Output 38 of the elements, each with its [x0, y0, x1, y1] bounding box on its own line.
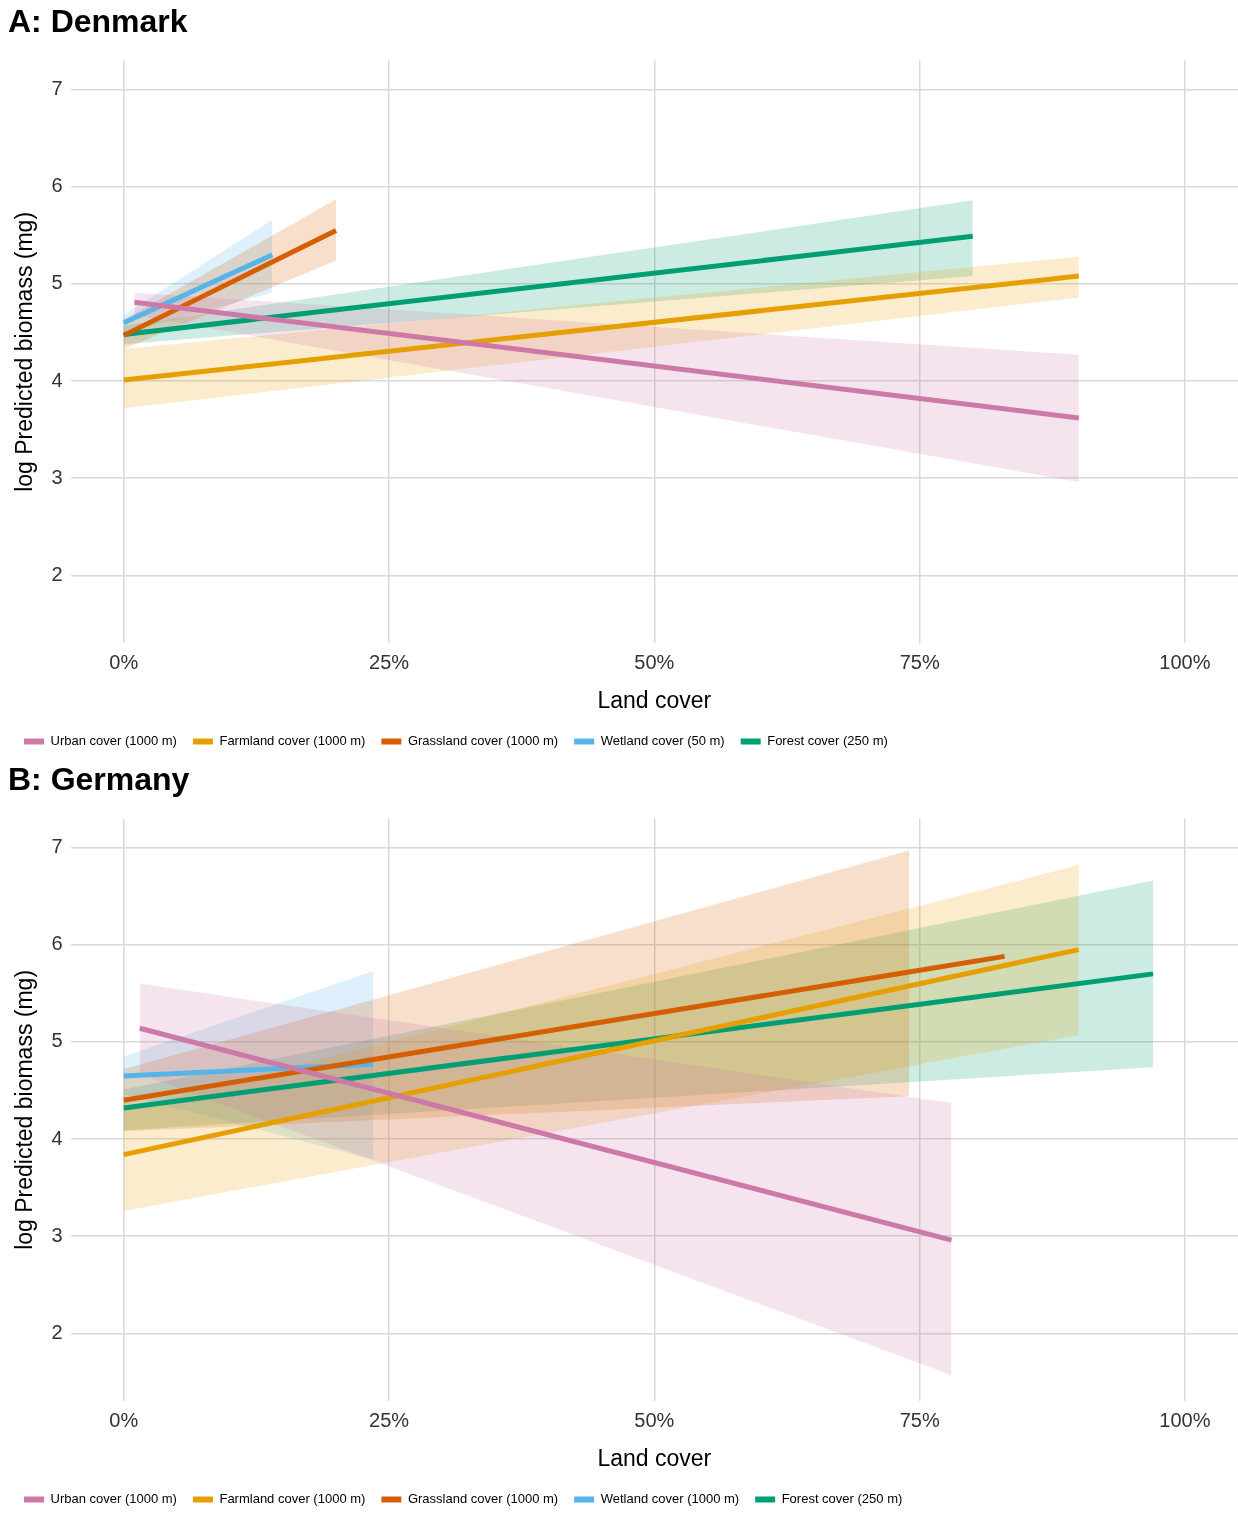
chart-title: A: Denmark — [8, 3, 188, 40]
x-tick-label: 50% — [634, 1408, 675, 1431]
y-tick-label: 6 — [51, 932, 63, 955]
chart-title: B: Germany — [8, 761, 190, 798]
y-tick-label: 6 — [51, 174, 63, 197]
y-axis-title: log Predicted biomass (mg) — [11, 969, 38, 1250]
legend-label: Grassland cover (1000 m) — [407, 1491, 559, 1507]
y-tick-label: 2 — [51, 1320, 63, 1343]
y-axis-title: log Predicted biomass (mg) — [11, 211, 38, 492]
legend-label: Forest cover (250 m) — [767, 733, 888, 749]
x-tick-label: 100% — [1159, 1408, 1211, 1431]
y-tick-label: 3 — [51, 1223, 63, 1246]
x-axis-title: Land cover — [597, 1444, 712, 1471]
legend-label: Forest cover (250 m) — [781, 1491, 903, 1507]
x-tick-label: 75% — [899, 650, 940, 673]
y-tick-label: 3 — [51, 465, 63, 488]
legend-label: Urban cover (1000 m) — [50, 1491, 177, 1507]
legend-label: Wetland cover (50 m) — [600, 733, 725, 749]
y-tick-label: 2 — [51, 562, 63, 585]
x-axis-title: Land cover — [597, 686, 712, 713]
x-tick-label: 0% — [109, 650, 139, 673]
x-tick-label: 75% — [899, 1408, 940, 1431]
x-tick-label: 25% — [369, 1408, 410, 1431]
y-tick-label: 4 — [51, 368, 63, 391]
y-tick-label: 5 — [51, 271, 63, 294]
x-tick-label: 25% — [369, 650, 410, 673]
y-tick-label: 7 — [51, 77, 63, 100]
legend-label: Urban cover (1000 m) — [50, 733, 177, 749]
legend-label: Farmland cover (1000 m) — [219, 733, 366, 749]
y-tick-label: 7 — [51, 835, 63, 858]
y-tick-label: 5 — [51, 1029, 63, 1052]
x-tick-label: 0% — [109, 1408, 139, 1431]
x-tick-label: 50% — [634, 650, 675, 673]
legend-label: Grassland cover (1000 m) — [407, 733, 559, 749]
legend-label: Farmland cover (1000 m) — [219, 1491, 366, 1507]
legend-label: Wetland cover (1000 m) — [600, 1491, 740, 1507]
x-tick-label: 100% — [1159, 650, 1211, 673]
y-tick-label: 4 — [51, 1126, 63, 1149]
